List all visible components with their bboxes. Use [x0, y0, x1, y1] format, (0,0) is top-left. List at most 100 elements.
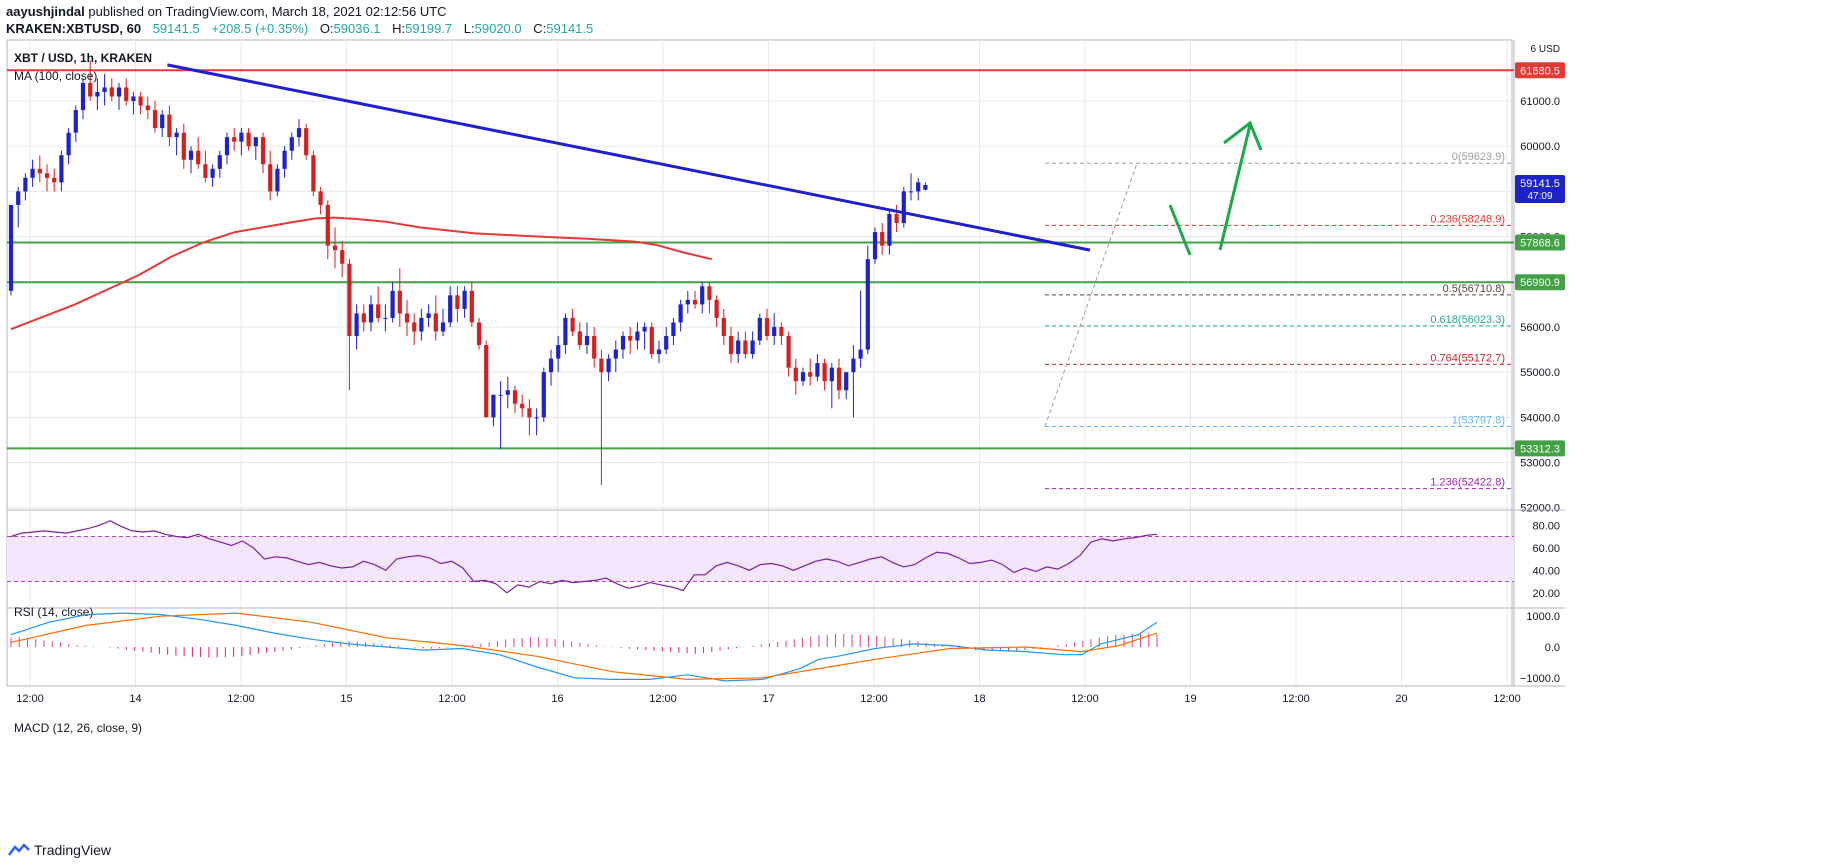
x-tick-label: 12:00: [16, 693, 44, 705]
rsi-tick-label: 60.00: [1532, 543, 1560, 555]
high-value: 59199.7: [405, 21, 453, 36]
candle-body: [426, 313, 431, 318]
author-name[interactable]: aayushjindal: [6, 4, 85, 19]
candle-body: [275, 168, 280, 192]
y-tick-label: 54000.0: [1520, 412, 1560, 424]
candle-body: [476, 322, 482, 346]
close-label: C:: [533, 21, 547, 36]
symbol-name: KRAKEN:XBTUSD, 60: [6, 21, 142, 36]
fib-level-label: 0.618(56023.3): [1430, 314, 1505, 326]
macd-tick-label: 1000.0: [1526, 611, 1560, 623]
level-price-badge: [1515, 62, 1565, 79]
last-price-badge: [1515, 174, 1565, 203]
candle-body: [714, 299, 719, 318]
candle-body: [642, 326, 647, 332]
candle-body: [865, 259, 870, 350]
candle-body: [563, 317, 568, 346]
candle-body: [743, 340, 748, 355]
descending-trendline[interactable]: [167, 63, 1091, 252]
y-tick-label: 53000.0: [1520, 458, 1560, 470]
x-tick-label: 19: [1184, 693, 1196, 705]
candle-body: [361, 313, 366, 323]
candle-body: [685, 299, 690, 305]
x-tick-label: 12:00: [438, 693, 466, 705]
y-tick-label: 52000.0: [1520, 503, 1560, 515]
macd-signal-line: [10, 612, 1158, 681]
candle-body: [750, 340, 755, 355]
candle-body: [376, 304, 381, 318]
candle-body: [736, 340, 741, 355]
candle-body: [80, 82, 86, 111]
candle-body: [30, 168, 35, 178]
candle-body: [282, 150, 287, 169]
candle-body: [469, 290, 474, 323]
candle-body: [397, 290, 402, 314]
candle-body: [52, 177, 57, 183]
candle-body: [512, 390, 518, 404]
rsi-tick-label: 20.00: [1532, 588, 1560, 600]
x-tick-label: 12:00: [649, 693, 677, 705]
x-tick-label: 20: [1395, 693, 1407, 705]
candle-body: [599, 358, 604, 373]
candle-body: [664, 336, 669, 350]
candle-body: [894, 213, 899, 224]
candle-body: [584, 336, 590, 346]
candle-body: [138, 96, 143, 106]
candle-body: [239, 132, 244, 142]
candle-body: [109, 87, 114, 97]
fib-level-label: 1(53797.8): [1452, 414, 1505, 426]
x-tick-label: 14: [129, 693, 141, 705]
candle-body: [858, 349, 863, 359]
candle-body: [412, 322, 417, 332]
candle-body: [448, 295, 453, 323]
candle-body: [16, 191, 21, 205]
candle-body: [707, 286, 712, 300]
candle-body: [678, 304, 683, 323]
macd-label: MACD (12, 26, close, 9): [14, 721, 142, 735]
y-tick-label: 55000.0: [1520, 367, 1560, 379]
candle-body: [570, 317, 575, 332]
candle-body: [779, 326, 784, 337]
candle-body: [613, 349, 618, 359]
pullback-arrow-icon: [1168, 204, 1192, 256]
tradingview-brand-label: TradingView: [34, 842, 112, 858]
candle-body: [174, 132, 179, 138]
candle-body: [800, 372, 806, 382]
ma100-line: [10, 216, 713, 331]
candle-body: [440, 322, 446, 332]
macd-line: [10, 612, 1158, 682]
x-tick-label: 12:00: [1493, 693, 1521, 705]
last-price: 59141.5: [152, 21, 200, 36]
candle-body: [404, 313, 410, 323]
candle-body: [232, 137, 237, 142]
candle-body: [721, 317, 726, 337]
candle-body: [181, 132, 186, 160]
candle-body: [484, 345, 489, 418]
candle-body: [692, 299, 698, 305]
tradingview-brand[interactable]: TradingView: [8, 842, 111, 858]
candle-body: [383, 317, 388, 319]
candle-body: [59, 155, 64, 183]
candle-body: [131, 96, 136, 102]
candle-body: [145, 105, 150, 111]
candle-body: [520, 403, 525, 409]
candle-body: [541, 372, 546, 418]
candle-body: [268, 164, 273, 192]
x-tick-label: 16: [551, 693, 563, 705]
publish-text: published on TradingView.com, March 18, …: [88, 4, 447, 19]
rsi-line: [10, 520, 1158, 594]
candle-body: [728, 336, 734, 355]
low-value: 59020.0: [474, 21, 522, 36]
upside-arrow-icon: [1218, 124, 1252, 251]
last-price-label: 59141.5: [1520, 178, 1560, 190]
x-tick-label: 12:00: [860, 693, 888, 705]
candle-body: [548, 358, 554, 373]
candle-body: [253, 137, 258, 147]
candle-body: [152, 110, 158, 129]
fib-level-label: 0.764(55172.7): [1430, 352, 1505, 364]
candle-body: [462, 290, 467, 309]
level-price-badge: [1515, 440, 1565, 457]
candle-body: [124, 87, 129, 102]
candle-body: [671, 322, 676, 337]
